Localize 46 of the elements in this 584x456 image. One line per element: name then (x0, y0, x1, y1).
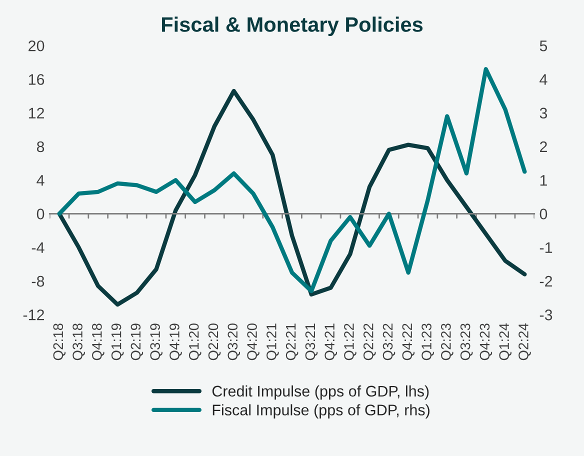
x-tick-label: Q4:21 (324, 324, 337, 360)
x-tick-label: Q4:23 (480, 324, 492, 360)
y2-tick-label: 3 (540, 108, 548, 119)
y-tick-label: 16 (28, 74, 44, 85)
y-tick-label: 20 (28, 40, 44, 52)
y2-tick-label: 0 (540, 208, 548, 220)
x-tick-label: Q2:18 (53, 324, 66, 360)
y-tick-label: 12 (28, 108, 44, 118)
x-tick-label: Q1:22 (344, 324, 356, 360)
y2-tick-label: -2 (540, 276, 552, 287)
x-tick-label: Q2:19 (130, 324, 144, 360)
y2-tick-label: 1 (540, 175, 547, 186)
x-tick-label: Q2:21 (286, 324, 298, 360)
x-tick-label: Q4:22 (402, 324, 415, 360)
legend-label: Fiscal Impulse (pps of GDP, rhs) (212, 404, 430, 418)
x-tick-label: Q1:24 (499, 323, 512, 360)
x-tick-label: Q3:22 (382, 324, 396, 360)
x-tick-label: Q3:20 (228, 324, 240, 360)
y2-tick-label: 4 (540, 74, 548, 85)
y2-tick-label: -3 (540, 310, 552, 320)
legend-label: Credit Impulse (pps of GDP, lhs) (212, 385, 429, 400)
x-tick-label: Q2:20 (208, 324, 221, 360)
y-tick-label: 4 (36, 175, 44, 186)
x-tick-label: Q3:23 (460, 324, 473, 360)
y-tick-label: -4 (32, 242, 44, 253)
y2-tick-label: 2 (540, 141, 547, 152)
y-tick-label: -8 (32, 276, 44, 287)
x-tick-label: Q1:21 (266, 324, 279, 360)
x-tick-label: Q4:19 (170, 324, 182, 360)
y2-tick-label: 5 (540, 40, 548, 52)
y-tick-label: 8 (36, 141, 44, 152)
y-tick-label: 0 (36, 208, 44, 220)
x-tick-label: Q3:19 (150, 324, 162, 360)
y-tick-label: -12 (23, 310, 44, 320)
x-tick-label: Q2:23 (441, 324, 454, 360)
x-tick-label: Q4:20 (247, 324, 260, 360)
x-tick-label: Q4:18 (92, 324, 104, 360)
y2-tick-label: -1 (540, 242, 552, 253)
chart-title: Fiscal & Monetary Policies (162, 16, 423, 36)
x-tick-label: Q2:22 (363, 324, 376, 360)
x-tick-label: Q1:23 (422, 324, 434, 360)
x-tick-label: Q2:24 (518, 323, 531, 360)
x-tick-label: Q1:19 (111, 324, 124, 360)
x-tick-label: Q3:18 (72, 324, 85, 360)
x-tick-label: Q3:21 (305, 324, 318, 360)
x-tick-label: Q1:20 (188, 324, 202, 360)
